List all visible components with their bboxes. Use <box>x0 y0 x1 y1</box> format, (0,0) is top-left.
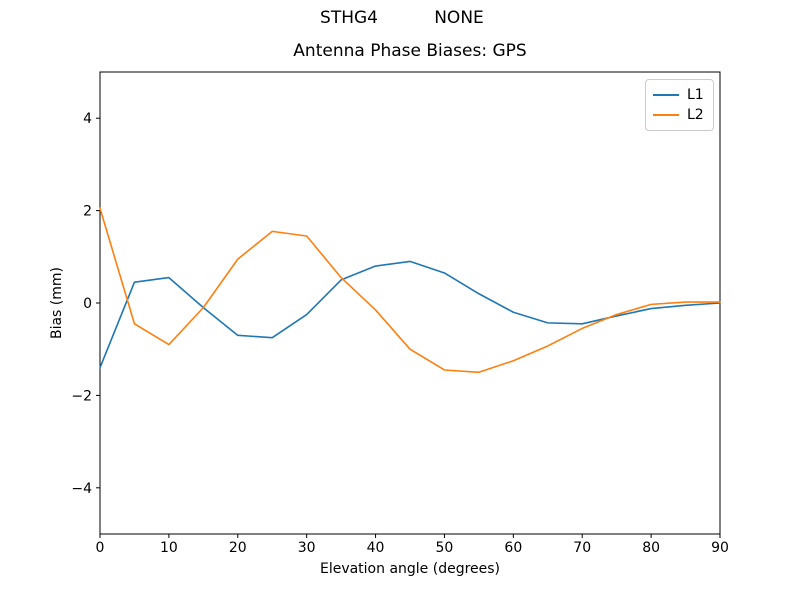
y-axis-label: Bias (mm) <box>49 266 65 340</box>
x-tick-label: 30 <box>298 540 316 556</box>
y-tick-label: −2 <box>71 388 92 404</box>
x-tick-label: 0 <box>96 540 105 556</box>
legend-label-l2: L2 <box>687 107 704 123</box>
legend: L1 L2 <box>645 79 714 131</box>
y-tick-label: −4 <box>71 481 92 497</box>
legend-entry-l2: L2 <box>653 105 706 125</box>
y-tick-label: 2 <box>83 204 92 220</box>
x-tick-label: 20 <box>229 540 247 556</box>
x-tick-label: 50 <box>436 540 454 556</box>
plot-area <box>99 71 721 535</box>
y-tick-label: 0 <box>83 296 92 312</box>
legend-label-l1: L1 <box>687 87 704 103</box>
chart-title: Antenna Phase Biases: GPS <box>293 41 527 61</box>
x-tick-label: 90 <box>711 540 729 556</box>
x-axis-label: Elevation angle (degrees) <box>319 561 501 577</box>
legend-entry-l1: L1 <box>653 85 706 105</box>
legend-line-swatch-l2 <box>653 114 679 116</box>
x-tick-label: 10 <box>160 540 178 556</box>
suptitle-status: NONE <box>434 8 484 28</box>
suptitle-station: STHG4 <box>320 8 378 28</box>
legend-line-swatch-l1 <box>653 94 679 96</box>
series-line-l2 <box>99 207 721 374</box>
x-tick-label: 80 <box>642 540 660 556</box>
y-tick-label: 4 <box>83 111 92 127</box>
x-tick-label: 60 <box>504 540 522 556</box>
x-tick-label: 40 <box>367 540 385 556</box>
x-tick-label: 70 <box>573 540 591 556</box>
